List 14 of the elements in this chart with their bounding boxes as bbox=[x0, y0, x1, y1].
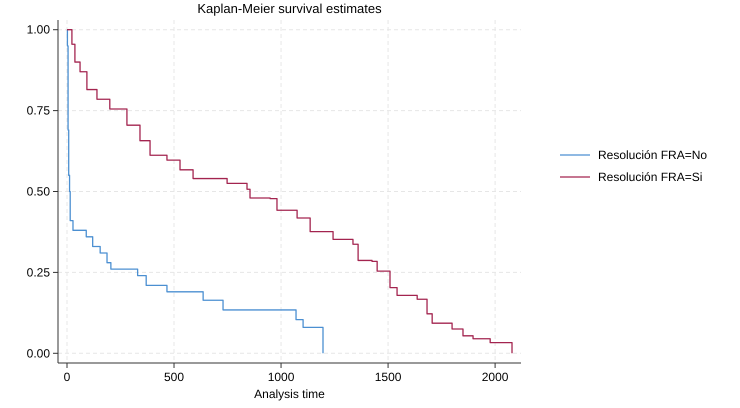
x-tick-label: 0 bbox=[64, 370, 71, 384]
x-axis-title: Analysis time bbox=[254, 387, 326, 401]
y-tick-label: 1.00 bbox=[26, 22, 50, 37]
y-tick-label: 0.50 bbox=[26, 184, 50, 198]
y-tick-label: 0.25 bbox=[26, 265, 50, 280]
legend-label: Resolución FRA=Si bbox=[598, 170, 702, 184]
x-tick-label: 1500 bbox=[374, 370, 402, 384]
chart-title: Kaplan-Meier survival estimates bbox=[197, 1, 382, 16]
y-tick-label: 0.75 bbox=[26, 104, 50, 118]
x-tick-label: 500 bbox=[164, 370, 184, 384]
legend-label: Resolución FRA=No bbox=[598, 148, 708, 162]
x-tick-label: 1000 bbox=[268, 370, 295, 384]
x-tick-label: 2000 bbox=[482, 370, 509, 384]
y-tick-label: 0.00 bbox=[26, 346, 50, 360]
